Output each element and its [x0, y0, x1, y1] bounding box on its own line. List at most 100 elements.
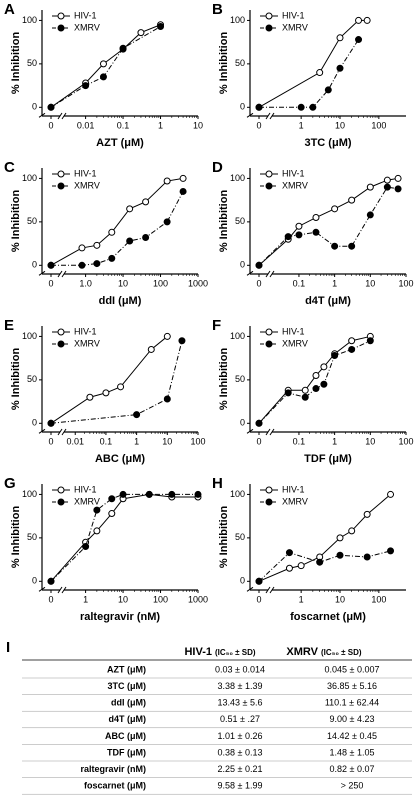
panel-label: H	[212, 475, 223, 492]
x-tick-label: 0.1	[293, 436, 306, 446]
y-axis-label: % Inhibition	[10, 506, 22, 569]
fit-line	[259, 39, 359, 108]
data-point	[255, 261, 263, 269]
fit-line	[258, 550, 391, 582]
data-point	[255, 577, 263, 585]
legend-marker	[57, 486, 65, 494]
y-tick-label: 50	[235, 216, 245, 226]
data-point	[82, 82, 90, 90]
x-tick-label: 100	[398, 278, 413, 288]
axis-break	[61, 112, 67, 120]
x-tick-label: 0.1	[100, 436, 113, 446]
y-tick-label: 100	[22, 331, 37, 341]
y-tick-label: 50	[27, 532, 37, 542]
y-tick-label: 100	[230, 15, 245, 25]
legend-marker	[265, 486, 273, 494]
x-tick-label: 1	[332, 436, 337, 446]
axis-break	[269, 270, 275, 278]
data-point	[324, 86, 332, 94]
data-point	[331, 352, 339, 360]
y-tick-label: 50	[235, 532, 245, 542]
x-tick-label: 100	[371, 120, 386, 130]
cell: > 250	[341, 781, 364, 791]
x-tick-label: 0.1	[293, 278, 306, 288]
axis-break	[61, 586, 67, 594]
legend-label: XMRV	[282, 338, 308, 348]
data-point	[312, 228, 320, 236]
axis-break	[57, 586, 63, 594]
axis-break	[61, 270, 67, 278]
data-point	[47, 103, 55, 111]
data-point	[93, 241, 101, 249]
data-point	[78, 261, 86, 269]
data-point	[366, 183, 374, 191]
axis-break	[57, 428, 63, 436]
data-point	[285, 564, 293, 572]
data-point	[355, 36, 363, 44]
legend-marker	[265, 24, 273, 32]
axis-break	[269, 586, 275, 594]
x-axis-label: ddI (μM)	[99, 295, 142, 307]
x-tick-label: 1	[332, 278, 337, 288]
y-tick-label: 100	[230, 331, 245, 341]
x-tick-label: 1	[299, 120, 304, 130]
cell: 0.38 ± 0.13	[218, 747, 263, 757]
legend-label: HIV-1	[282, 168, 305, 178]
data-point	[178, 337, 186, 345]
cell: 2.25 ± 0.21	[218, 764, 263, 774]
legend-label: HIV-1	[74, 168, 97, 178]
legend-label: HIV-1	[282, 484, 305, 494]
panel-label: B	[212, 1, 223, 18]
axis-break	[265, 270, 271, 278]
legend-marker	[57, 24, 65, 32]
x-axis-label: AZT (μM)	[96, 137, 144, 149]
x-tick-label: 0	[256, 120, 261, 130]
data-point	[108, 228, 116, 236]
data-point	[348, 242, 356, 250]
data-point	[366, 337, 374, 345]
x-axis-label: foscarnet (μM)	[290, 611, 366, 623]
data-point	[142, 198, 150, 206]
data-point	[168, 490, 176, 498]
x-axis-label: raltegravir (nM)	[80, 611, 160, 623]
legend-marker	[57, 498, 65, 506]
axis-break	[269, 112, 275, 120]
legend-marker	[265, 170, 273, 178]
y-tick-label: 0	[240, 260, 245, 270]
data-point	[355, 16, 363, 24]
data-point	[348, 337, 356, 345]
data-point	[320, 363, 328, 371]
data-point	[126, 205, 134, 213]
cell: 110.1 ± 62.44	[325, 698, 379, 708]
x-tick-label: 0	[256, 436, 261, 446]
legend-label: XMRV	[74, 338, 100, 348]
row-label: foscarnet (μM)	[84, 781, 146, 791]
data-point	[331, 242, 339, 250]
axis-break	[265, 112, 271, 120]
row-label: TDF (μM)	[107, 747, 146, 757]
y-tick-label: 0	[32, 576, 37, 586]
data-point	[163, 218, 171, 226]
data-point	[301, 386, 309, 394]
axis-break	[265, 428, 271, 436]
legend-marker	[265, 12, 273, 20]
x-tick-label: 0	[48, 594, 53, 604]
data-point	[336, 64, 344, 72]
row-label: 3TC (μM)	[107, 681, 146, 691]
legend-label: HIV-1	[74, 10, 97, 20]
data-point	[255, 103, 263, 111]
data-point	[163, 332, 171, 340]
x-tick-label: 1	[134, 436, 139, 446]
x-axis-label: TDF (μM)	[304, 453, 352, 465]
data-point	[93, 527, 101, 535]
axis-break	[38, 428, 46, 434]
data-point	[142, 234, 150, 242]
data-point	[179, 174, 187, 182]
data-point	[137, 29, 145, 37]
y-tick-label: 100	[22, 173, 37, 183]
data-point	[47, 261, 55, 269]
y-tick-label: 100	[230, 489, 245, 499]
axis-break	[57, 270, 63, 278]
row-label: d4T (μM)	[109, 714, 147, 724]
